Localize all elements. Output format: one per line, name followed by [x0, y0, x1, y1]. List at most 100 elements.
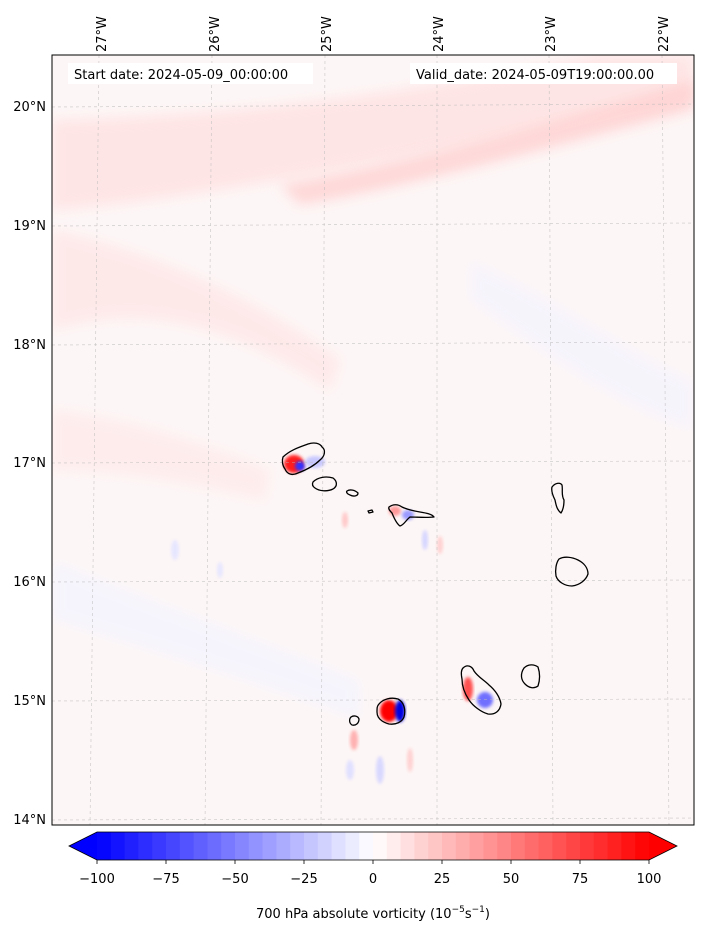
island-maio — [520, 664, 541, 689]
lon-tick-label: 26°W — [208, 16, 223, 52]
colorbar-label-main: 700 hPa absolute vorticity (10 — [256, 907, 452, 922]
vorticity-field — [52, 55, 694, 784]
vorticity-wave-south-1 — [346, 760, 354, 780]
colorbar-swatch — [304, 832, 319, 860]
gridline-lon-26w — [204, 55, 213, 825]
colorbar-label-end: ) — [485, 907, 490, 922]
vorticity-wave-west-2 — [217, 562, 223, 578]
vorticity-dipole-fogo-pos — [380, 700, 398, 722]
colorbar-swatch — [110, 832, 126, 860]
gridline-lon-22w — [661, 55, 670, 825]
colorbar-swatch — [373, 832, 388, 860]
lat-tick-label: 17°N — [13, 456, 46, 471]
colorbar-swatch — [221, 832, 236, 860]
start-date-label: Start date: 2024-05-09_00:00:00 — [74, 68, 288, 83]
colorbar-swatch — [138, 832, 153, 860]
lat-tick-label: 19°N — [13, 219, 46, 234]
colorbar-swatch — [248, 832, 264, 860]
lon-tick-labels: 27°W 26°W 25°W 24°W 23°W 22°W — [95, 16, 672, 52]
colorbar-swatch — [276, 832, 291, 860]
island-santiago — [460, 665, 502, 715]
lat-tick-label: 20°N — [13, 100, 46, 115]
colorbar-swatch — [607, 832, 622, 860]
colorbar: −100 −75 −50 −25 0 25 50 75 100 700 hPa absolute… — [68, 831, 678, 922]
island-fogo — [376, 697, 406, 725]
gridline-lat-16n — [52, 579, 694, 583]
colorbar-swatch — [179, 832, 195, 860]
vorticity-band-north — [52, 55, 694, 210]
lon-tick-label: 25°W — [320, 16, 335, 52]
island-sal — [551, 482, 565, 514]
vorticity-wave-fogo-3 — [407, 748, 413, 772]
island-sao-vicente — [311, 476, 338, 492]
colorbar-extend-max — [649, 832, 677, 860]
vorticity-wave-fogo-1 — [350, 730, 358, 750]
colorbar-swatch — [469, 832, 484, 860]
gridline-lat-14n — [52, 817, 694, 821]
colorbar-label-exp1: −5 — [452, 905, 465, 915]
colorbar-swatch — [552, 832, 567, 860]
colorbar-swatch — [497, 832, 512, 860]
colorbar-swatch — [442, 832, 457, 860]
lon-tick-label: 22°W — [657, 16, 672, 52]
colorbar-tick-label: −100 — [79, 872, 115, 887]
colorbar-swatch — [124, 832, 139, 860]
colorbar-swatch — [621, 832, 636, 860]
lon-tick-label: 27°W — [95, 16, 110, 52]
island-sao-nicolau — [388, 504, 435, 527]
colorbar-tick-label: 25 — [434, 872, 451, 887]
colorbar-swatch — [193, 832, 208, 860]
colorbar-swatch — [359, 832, 374, 860]
colorbar-swatch — [97, 832, 112, 860]
colorbar-swatch — [414, 832, 429, 860]
coastlines — [281, 442, 589, 726]
colorbar-tick-label: −50 — [221, 872, 248, 887]
vorticity-wave-nicolau-2 — [437, 536, 443, 554]
island-santo-antao — [281, 442, 326, 476]
vorticity-wave-fogo-2 — [376, 756, 384, 784]
vorticity-dipole-santiago-neg — [477, 692, 493, 708]
colorbar-label-exp2: −1 — [472, 905, 485, 915]
lon-tick-label: 23°W — [544, 16, 559, 52]
colorbar-swatch — [345, 832, 360, 860]
vorticity-band-southwest — [52, 410, 270, 500]
colorbar-label-mid: s — [465, 907, 472, 922]
colorbar-ticks — [96, 860, 650, 864]
colorbar-extend-min — [69, 832, 97, 860]
colorbar-swatches — [97, 832, 650, 860]
lat-tick-labels: 20°N 19°N 18°N 17°N 16°N 15°N 14°N — [13, 100, 46, 828]
island-santa-luzia — [345, 489, 359, 497]
colorbar-swatch — [290, 832, 305, 860]
colorbar-label: 700 hPa absolute vorticity (10−5s−1) — [256, 905, 490, 922]
vorticity-dipole-santo-antao-neg2 — [305, 456, 325, 468]
colorbar-tick-label: −75 — [152, 872, 179, 887]
island-brava — [348, 715, 360, 726]
lat-tick-label: 18°N — [13, 338, 46, 353]
gridlines — [52, 55, 694, 825]
colorbar-swatch — [152, 832, 167, 860]
vorticity-dipole-santo-antao-neg — [295, 461, 305, 471]
vorticity-dipole-fogo-neg — [395, 700, 405, 722]
map-frame — [51, 54, 695, 826]
colorbar-tick-labels: −100 −75 −50 −25 0 25 50 75 100 — [79, 872, 661, 887]
start-date-box — [68, 63, 313, 84]
colorbar-swatch — [593, 832, 609, 860]
colorbar-swatch — [635, 832, 650, 860]
colorbar-swatch — [400, 832, 415, 860]
colorbar-tick-label: 0 — [369, 872, 377, 887]
gridline-lon-27w — [89, 55, 100, 825]
colorbar-swatch — [511, 832, 526, 860]
valid-date-label: Valid_date: 2024-05-09T19:00:00.00 — [416, 68, 654, 83]
colorbar-swatch — [331, 832, 346, 860]
vorticity-band-south — [52, 560, 360, 720]
colorbar-tick-label: −25 — [290, 872, 317, 887]
lat-tick-label: 16°N — [13, 575, 46, 590]
gridline-lon-25w — [320, 55, 326, 825]
lat-tick-label: 14°N — [13, 813, 46, 828]
gridline-lat-15n — [52, 698, 694, 702]
gridline-lat-18n — [52, 341, 694, 346]
vorticity-wave-nicolau-1 — [422, 530, 428, 550]
colorbar-swatch — [483, 832, 498, 860]
island-raso — [367, 509, 374, 514]
